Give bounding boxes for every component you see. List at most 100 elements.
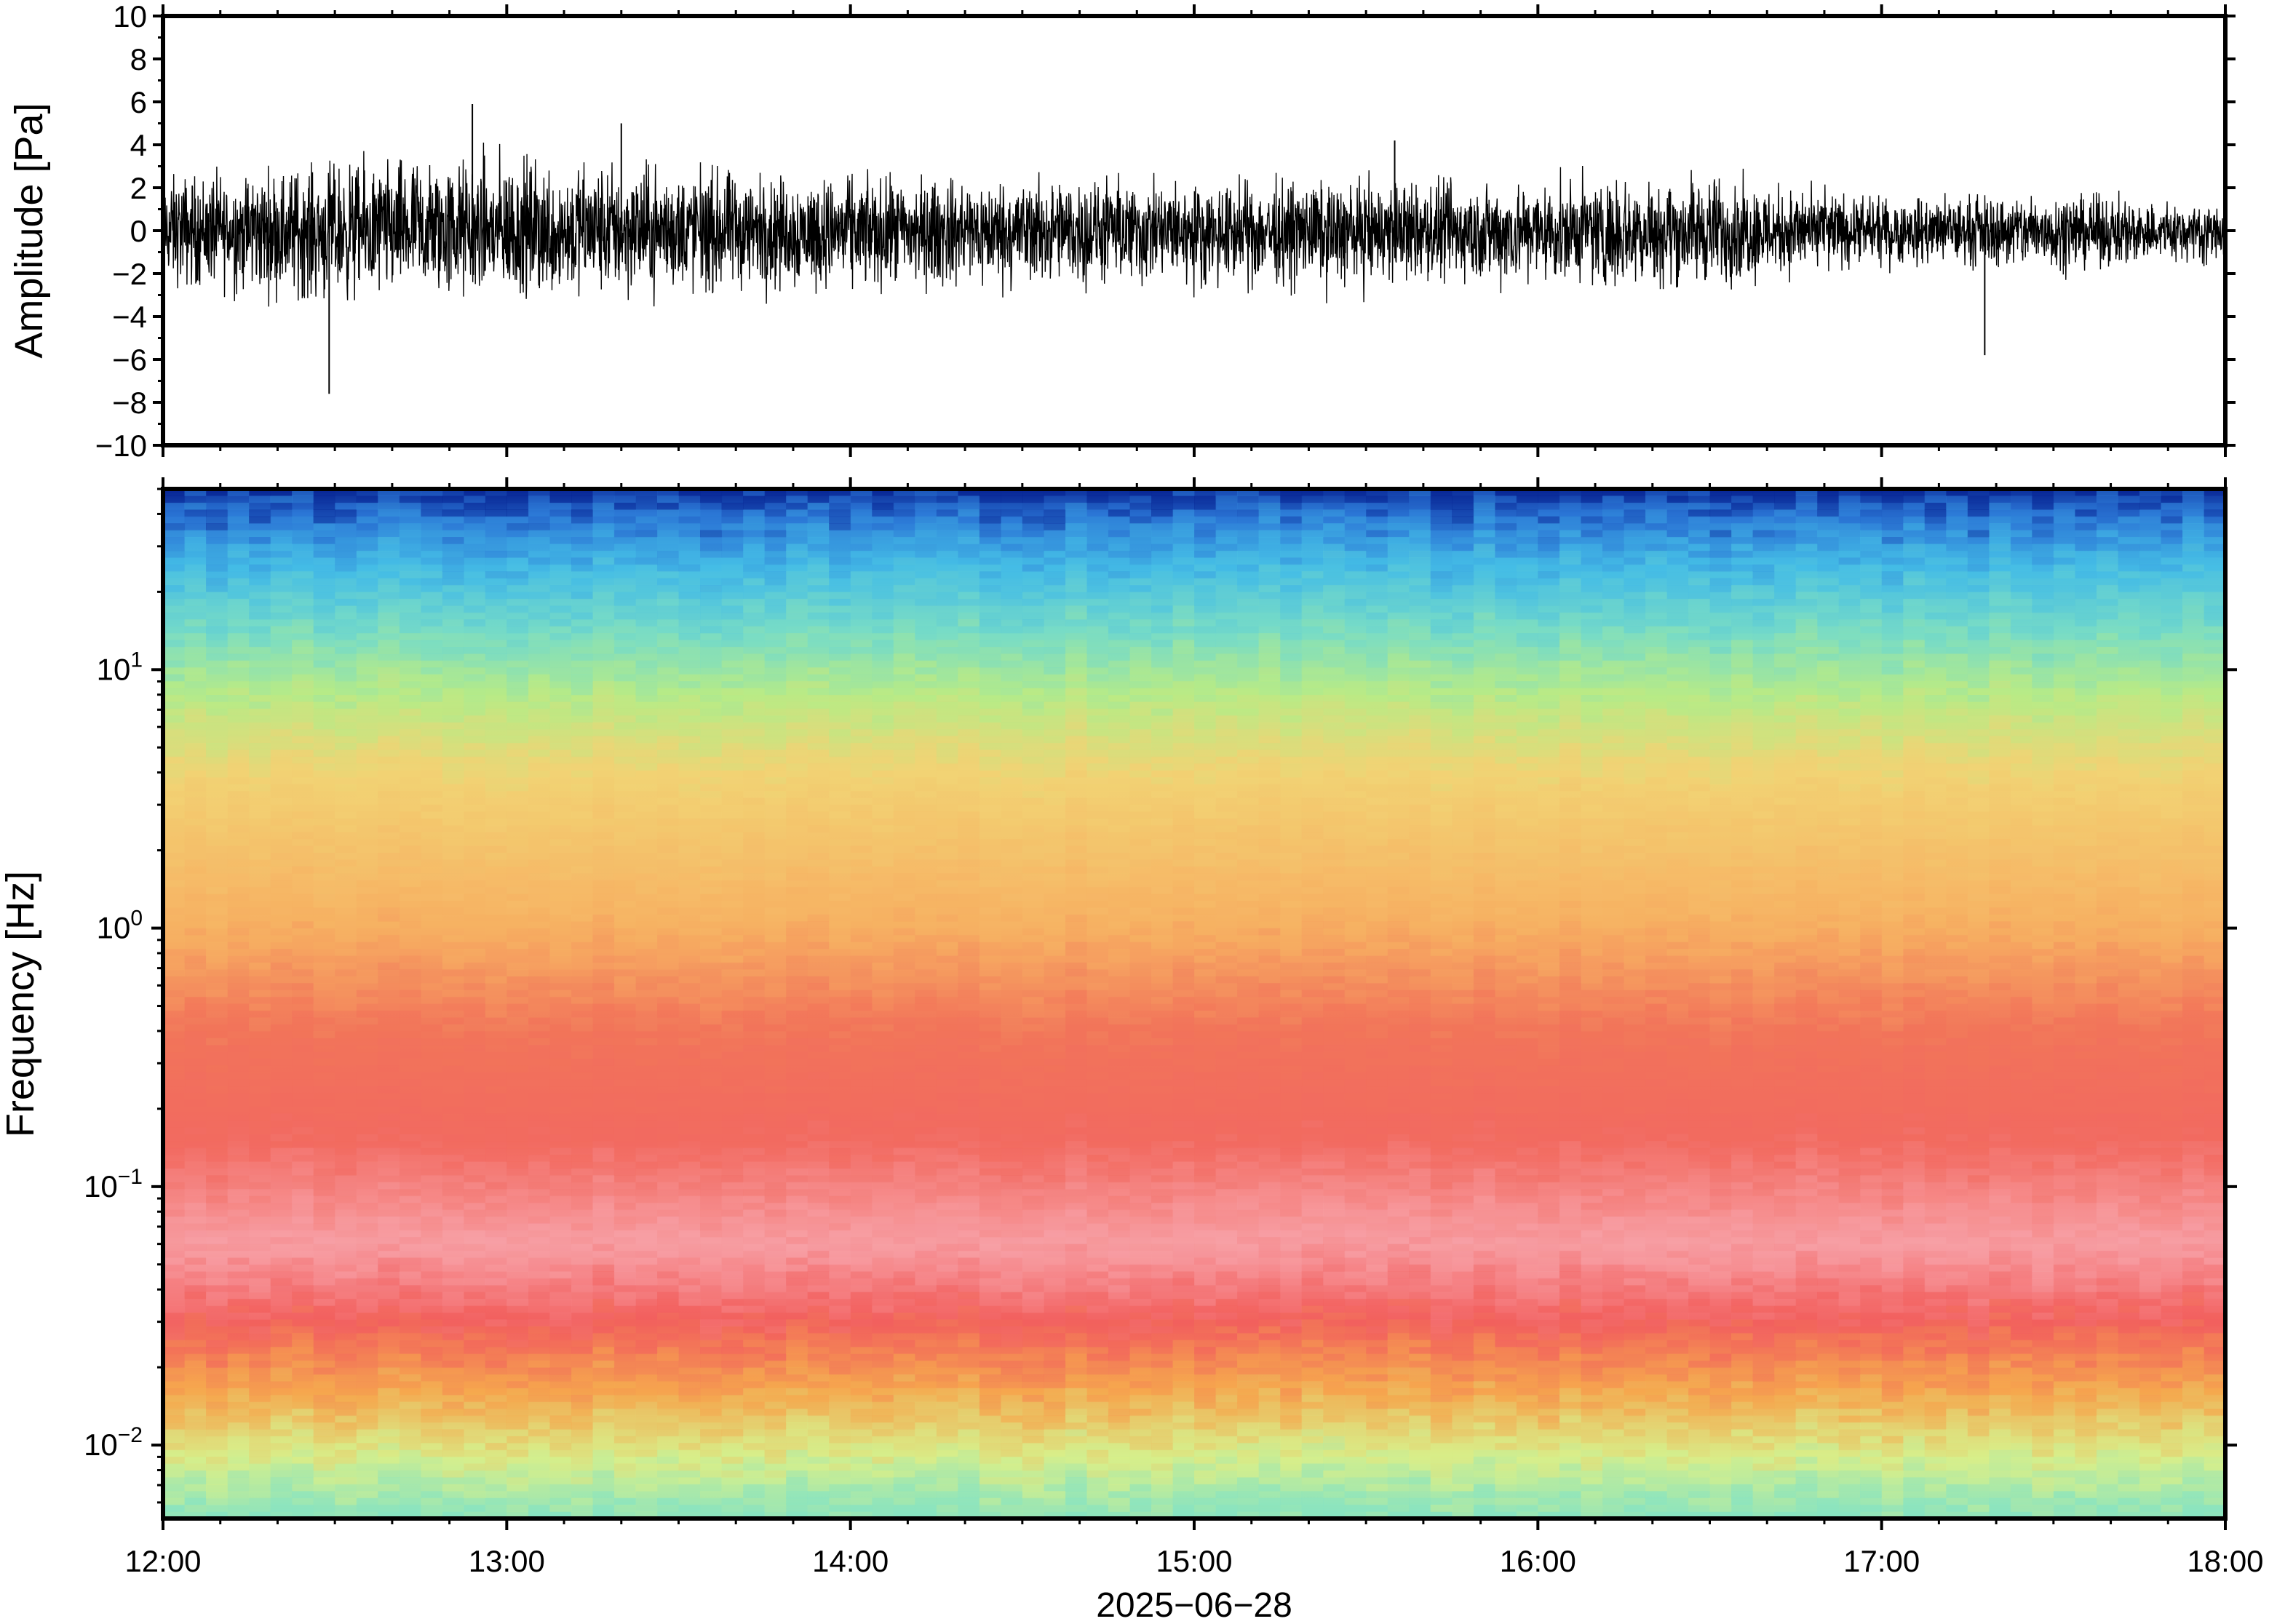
spectrogram-cell <box>399 955 421 963</box>
spectrogram-cell <box>786 901 808 908</box>
spectrogram-cell <box>571 695 593 702</box>
spectrogram-cell <box>850 859 873 867</box>
spectrogram-cell <box>292 640 314 648</box>
spectrogram-cell <box>506 1443 529 1451</box>
spectrogram-cell <box>700 1161 723 1169</box>
spectrogram-cell <box>421 688 443 696</box>
spectrogram-cell <box>464 1443 486 1451</box>
spectrogram-cell <box>657 907 680 915</box>
spectrogram-cell <box>421 674 443 682</box>
spectrogram-cell <box>184 1361 207 1368</box>
spectrogram-cell <box>549 681 572 689</box>
spectrogram-cell <box>786 1409 808 1417</box>
spectrogram-cell <box>743 729 766 737</box>
spectrogram-cell <box>678 701 701 709</box>
spectrogram-cell <box>270 1491 293 1499</box>
spectrogram-cell <box>635 626 658 634</box>
spectrogram-cell <box>163 914 186 922</box>
spectrogram-cell <box>227 1353 250 1361</box>
spectrogram-cell <box>549 1031 572 1039</box>
spectrogram-cell <box>335 578 357 586</box>
spectrogram-cell <box>571 688 593 696</box>
spectrogram-cell <box>743 1120 766 1128</box>
spectrogram-cell <box>613 1038 636 1046</box>
spectrogram-cell <box>700 955 723 963</box>
spectrogram-cell <box>442 1189 464 1197</box>
spectrogram-cell <box>700 1353 723 1361</box>
spectrogram-cell <box>592 983 615 991</box>
spectrogram-cell <box>163 688 186 696</box>
spectrogram-cell <box>378 612 400 620</box>
spectrogram-cell <box>206 1065 229 1073</box>
spectrogram-cell <box>678 1010 701 1018</box>
spectrogram-cell <box>743 1422 766 1430</box>
spectrogram-cell <box>313 653 335 661</box>
spectrogram-cell <box>829 1003 851 1011</box>
spectrogram-cell <box>850 749 873 757</box>
spectrogram-cell <box>421 763 443 771</box>
spectrogram-cell <box>270 585 293 593</box>
spectrogram-cell <box>421 990 443 998</box>
spectrogram-cell <box>335 873 357 881</box>
spectrogram-cell <box>399 509 421 517</box>
spectrogram-cell <box>764 1189 787 1197</box>
spectrogram-cell <box>184 605 207 613</box>
spectrogram-cell <box>506 1367 529 1375</box>
spectrogram-cell <box>657 605 680 613</box>
spectrogram-cell <box>442 1278 464 1286</box>
spectrogram-cell <box>657 1313 680 1320</box>
spectrogram-cell <box>227 1305 250 1313</box>
spectrogram-cell <box>485 1388 507 1396</box>
spectrogram-cell <box>356 1079 378 1087</box>
spectrogram-cell <box>657 715 680 723</box>
spectrogram-cell <box>678 544 701 552</box>
spectrogram-cell <box>678 928 701 936</box>
spectrogram-cell <box>421 578 443 586</box>
spectrogram-cell <box>292 1113 314 1121</box>
spectrogram-cell <box>592 729 615 737</box>
spectrogram-cell <box>270 791 293 799</box>
spectrogram-cell <box>743 1072 766 1080</box>
spectrogram-cell <box>700 962 723 970</box>
spectrogram-cell <box>829 1305 851 1313</box>
spectrogram-cell <box>549 859 572 867</box>
spectrogram-cell <box>571 1347 593 1355</box>
spectrogram-cell <box>378 736 400 744</box>
spectrogram-cell <box>485 1347 507 1355</box>
spectrogram-cell <box>850 557 873 565</box>
spectrogram-cell <box>421 1107 443 1114</box>
spectrogram-cell <box>378 1443 400 1451</box>
spectrogram-cell <box>378 901 400 908</box>
spectrogram-cell <box>592 969 615 977</box>
spectrogram-cell <box>829 557 851 565</box>
spectrogram-cell <box>850 804 873 812</box>
spectrogram-cell <box>442 688 464 696</box>
spectrogram-cell <box>249 1024 271 1032</box>
spectrogram-cell <box>227 708 250 716</box>
spectrogram-cell <box>506 756 529 764</box>
spectrogram-cell <box>786 1395 808 1403</box>
spectrogram-cell <box>442 839 464 847</box>
spectrogram-cell <box>592 1120 615 1128</box>
spectrogram-cell <box>786 571 808 579</box>
spectrogram-cell <box>571 544 593 552</box>
spectrogram-cell <box>378 1381 400 1389</box>
spectrogram-cell <box>442 997 464 1005</box>
spectrogram-cell <box>571 715 593 723</box>
spectrogram-cell <box>356 1127 378 1135</box>
spectrogram-cell <box>700 749 723 757</box>
spectrogram-cell <box>313 1031 335 1039</box>
spectrogram-cell <box>206 598 229 606</box>
spectrogram-cell <box>335 1463 357 1471</box>
spectrogram-cell <box>786 1017 808 1025</box>
spectrogram-cell <box>378 1003 400 1011</box>
spectrogram-cell <box>571 1093 593 1101</box>
spectrogram-cell <box>442 660 464 668</box>
spectrogram-cell <box>721 914 744 922</box>
spectrogram-cell <box>829 1415 851 1423</box>
spectrogram-cell <box>335 688 357 696</box>
spectrogram-cell <box>807 674 830 682</box>
spectrogram-cell <box>764 1147 787 1155</box>
spectrogram-cell <box>743 797 766 805</box>
spectrogram-cell <box>464 1182 486 1190</box>
